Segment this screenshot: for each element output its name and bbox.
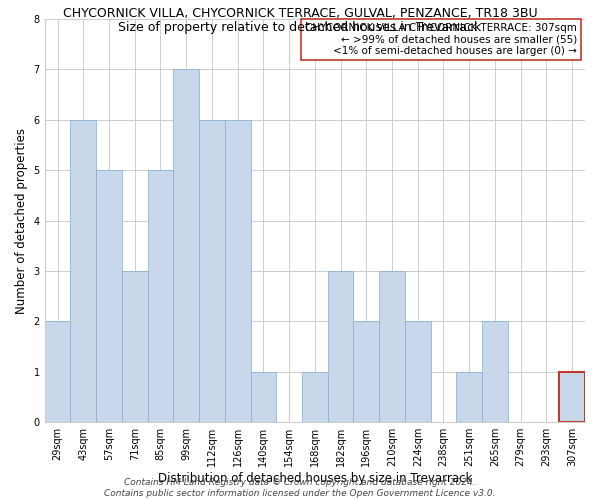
X-axis label: Distribution of detached houses by size in Trevarrack: Distribution of detached houses by size …: [158, 472, 472, 485]
Bar: [457, 372, 482, 422]
Text: CHYCORNICK VILLA CHYCORNICK TERRACE: 307sqm
← >99% of detached houses are smalle: CHYCORNICK VILLA CHYCORNICK TERRACE: 307…: [305, 23, 577, 56]
Bar: [328, 271, 353, 422]
Text: Contains HM Land Registry data © Crown copyright and database right 2024.
Contai: Contains HM Land Registry data © Crown c…: [104, 478, 496, 498]
Bar: [251, 372, 276, 422]
Bar: [70, 120, 96, 422]
Bar: [559, 372, 585, 422]
Bar: [148, 170, 173, 422]
Bar: [96, 170, 122, 422]
Text: CHYCORNICK VILLA, CHYCORNICK TERRACE, GULVAL, PENZANCE, TR18 3BU: CHYCORNICK VILLA, CHYCORNICK TERRACE, GU…: [62, 8, 538, 20]
Bar: [353, 322, 379, 422]
Bar: [199, 120, 225, 422]
Text: Size of property relative to detached houses in Trevarrack: Size of property relative to detached ho…: [118, 21, 482, 34]
Y-axis label: Number of detached properties: Number of detached properties: [15, 128, 28, 314]
Bar: [225, 120, 251, 422]
Bar: [482, 322, 508, 422]
Bar: [302, 372, 328, 422]
Bar: [44, 322, 70, 422]
Bar: [122, 271, 148, 422]
Bar: [405, 322, 431, 422]
Bar: [379, 271, 405, 422]
Bar: [173, 70, 199, 422]
